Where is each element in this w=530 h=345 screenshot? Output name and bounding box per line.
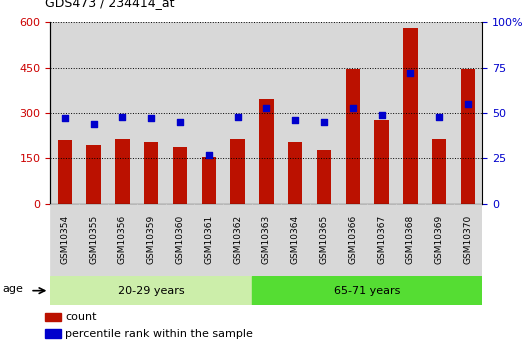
Bar	[45, 313, 60, 321]
Bar	[288, 142, 302, 204]
Bar	[252, 22, 281, 204]
Point	[60, 116, 69, 121]
Text: GSM10362: GSM10362	[233, 215, 242, 264]
Bar	[50, 276, 252, 305]
Text: 20-29 years: 20-29 years	[118, 286, 184, 296]
Text: GSM10359: GSM10359	[147, 215, 156, 264]
Point	[435, 114, 443, 119]
Point	[464, 101, 472, 107]
Bar	[252, 204, 281, 276]
Text: age: age	[3, 284, 23, 294]
Bar	[454, 22, 482, 204]
Point	[175, 119, 184, 125]
Text: GSM10365: GSM10365	[320, 215, 329, 264]
Point	[320, 119, 328, 125]
Bar	[231, 139, 245, 204]
Bar	[144, 142, 158, 204]
Bar	[454, 204, 482, 276]
Text: count: count	[65, 312, 96, 322]
Bar	[396, 22, 425, 204]
Text: GSM10368: GSM10368	[406, 215, 415, 264]
Bar	[396, 204, 425, 276]
Bar	[338, 22, 367, 204]
Bar	[259, 99, 273, 204]
Text: GSM10355: GSM10355	[89, 215, 98, 264]
Text: GSM10360: GSM10360	[175, 215, 184, 264]
Bar	[165, 204, 195, 276]
Bar	[252, 276, 482, 305]
Bar	[367, 204, 396, 276]
Bar	[338, 204, 367, 276]
Bar	[137, 204, 165, 276]
Bar	[108, 22, 137, 204]
Bar	[195, 204, 223, 276]
Bar	[79, 22, 108, 204]
Bar	[367, 22, 396, 204]
Text: GSM10370: GSM10370	[463, 215, 472, 264]
Bar	[223, 204, 252, 276]
Bar	[425, 204, 454, 276]
Bar	[317, 150, 331, 204]
Text: GSM10356: GSM10356	[118, 215, 127, 264]
Bar	[461, 69, 475, 204]
Point	[89, 121, 98, 127]
Bar	[79, 204, 108, 276]
Bar	[310, 22, 338, 204]
Bar	[115, 139, 129, 204]
Bar	[108, 204, 137, 276]
Point	[233, 114, 242, 119]
Point	[147, 116, 155, 121]
Bar	[58, 140, 72, 204]
Point	[406, 70, 414, 76]
Bar	[281, 22, 310, 204]
Bar	[86, 145, 101, 204]
Text: GSM10369: GSM10369	[435, 215, 444, 264]
Text: GSM10361: GSM10361	[204, 215, 213, 264]
Bar	[137, 22, 165, 204]
Text: GSM10363: GSM10363	[262, 215, 271, 264]
Bar	[45, 329, 60, 338]
Point	[118, 114, 127, 119]
Bar	[50, 22, 79, 204]
Bar	[310, 204, 338, 276]
Bar	[201, 157, 216, 204]
Bar	[223, 22, 252, 204]
Bar	[50, 204, 79, 276]
Text: GSM10354: GSM10354	[60, 215, 69, 264]
Bar	[425, 22, 454, 204]
Text: 65-71 years: 65-71 years	[334, 286, 400, 296]
Bar	[173, 147, 187, 204]
Point	[377, 112, 386, 118]
Text: GDS473 / 234414_at: GDS473 / 234414_at	[45, 0, 174, 9]
Point	[262, 105, 270, 110]
Point	[205, 152, 213, 157]
Text: GSM10364: GSM10364	[290, 215, 299, 264]
Bar	[403, 28, 418, 204]
Bar	[281, 204, 310, 276]
Text: GSM10366: GSM10366	[348, 215, 357, 264]
Point	[291, 117, 299, 123]
Bar	[195, 22, 223, 204]
Point	[348, 105, 357, 110]
Bar	[432, 139, 446, 204]
Bar	[374, 120, 388, 204]
Text: percentile rank within the sample: percentile rank within the sample	[65, 329, 253, 339]
Text: GSM10367: GSM10367	[377, 215, 386, 264]
Bar	[165, 22, 195, 204]
Bar	[346, 69, 360, 204]
